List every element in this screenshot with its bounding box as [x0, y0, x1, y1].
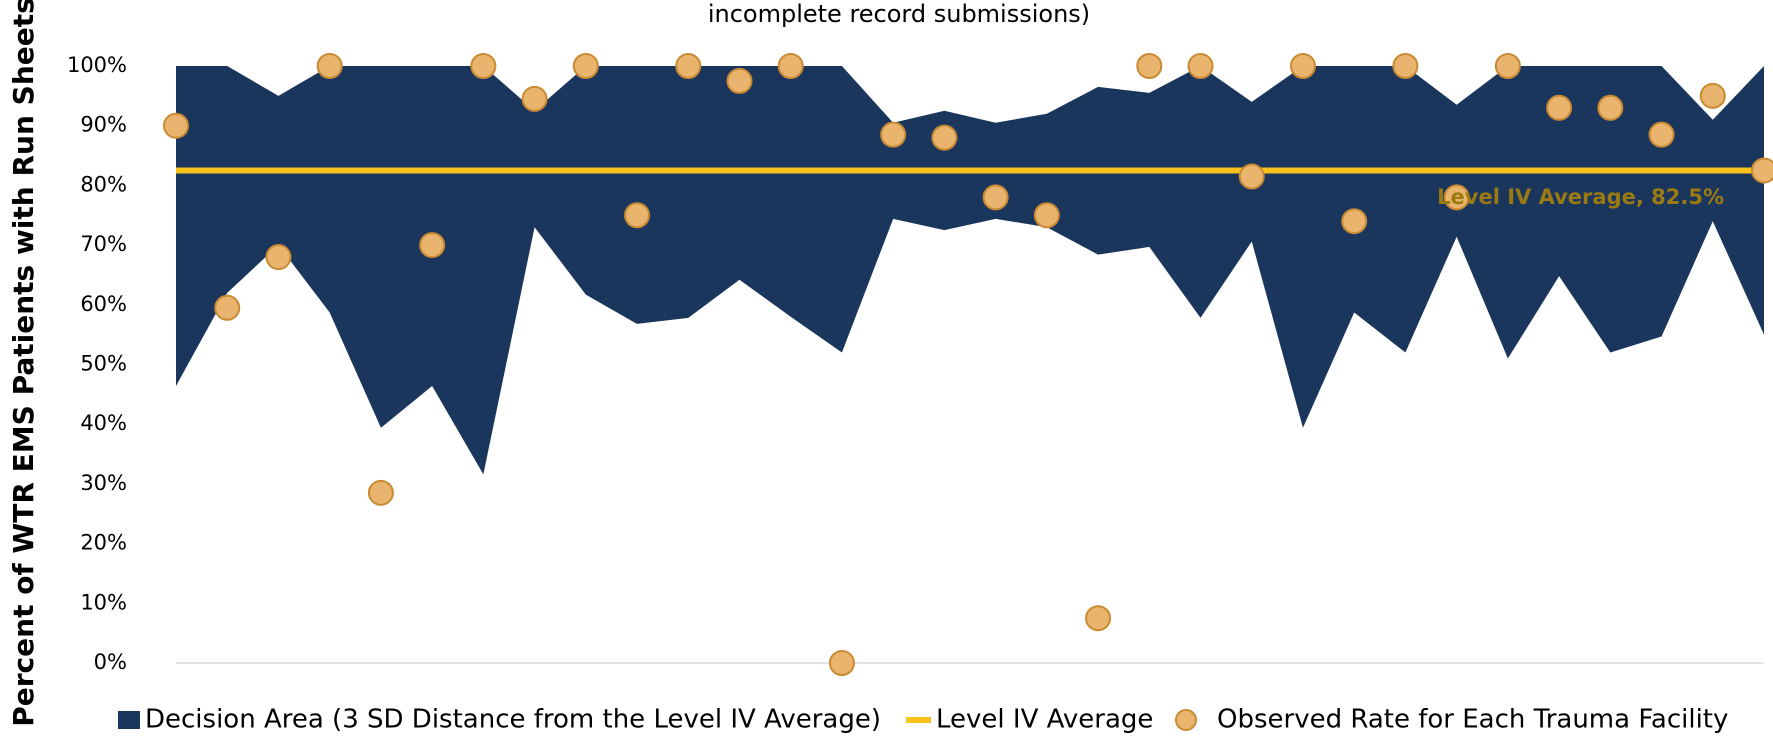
observed-point — [265, 244, 292, 271]
observed-point — [1494, 53, 1521, 79]
observed-point — [1085, 605, 1112, 632]
observed-point — [880, 121, 907, 148]
observed-point — [1648, 121, 1675, 148]
observed-point — [1136, 53, 1163, 79]
observed-point — [1546, 94, 1573, 121]
observed-point — [777, 53, 804, 79]
y-tick-label: 40% — [80, 411, 127, 435]
y-tick-label: 20% — [80, 531, 127, 555]
y-tick-label: 90% — [80, 113, 127, 137]
observed-point — [521, 85, 548, 112]
y-axis-label: Percent of WTR EMS Patients with Run She… — [7, 0, 40, 727]
observed-point — [572, 53, 599, 79]
observed-point — [367, 479, 394, 506]
observed-point — [214, 294, 241, 321]
legend-label: Decision Area (3 SD Distance from the Le… — [145, 705, 881, 735]
legend-label: Observed Rate for Each Trauma Facility — [1217, 705, 1728, 735]
observed-point — [1341, 208, 1368, 235]
observed-point — [1392, 53, 1419, 79]
y-tick-label: 60% — [80, 292, 127, 316]
y-tick-label: 10% — [80, 590, 127, 614]
observed-point — [163, 112, 189, 139]
observed-point — [1751, 157, 1773, 184]
legend-label: Level IV Average — [936, 705, 1153, 735]
observed-point — [1289, 53, 1316, 79]
observed-point — [726, 67, 753, 94]
decision-area — [176, 66, 1764, 475]
y-tick-label: 100% — [67, 53, 127, 77]
legend-swatch — [1175, 709, 1197, 731]
observed-point — [1187, 53, 1214, 79]
observed-point — [982, 184, 1009, 211]
y-tick-label: 0% — [94, 650, 127, 674]
observed-point — [470, 53, 497, 79]
legend-swatch — [118, 711, 140, 729]
observed-point — [931, 124, 958, 151]
observed-point — [675, 53, 702, 79]
observed-point — [828, 650, 855, 676]
observed-point — [624, 202, 651, 229]
observed-point — [1443, 184, 1470, 211]
y-tick-label: 70% — [80, 232, 127, 256]
y-tick-label: 80% — [80, 172, 127, 196]
y-tick-label: 30% — [80, 471, 127, 495]
chart-title: incomplete record submissions) — [708, 0, 1090, 28]
observed-point — [1699, 82, 1726, 109]
observed-point — [316, 53, 343, 79]
observed-point — [1033, 202, 1060, 229]
average-annotation: Level IV Average, 82.5% — [1437, 185, 1724, 209]
observed-point — [1597, 94, 1624, 121]
observed-point — [419, 232, 446, 259]
y-tick-label: 50% — [80, 352, 127, 376]
observed-point — [1238, 163, 1265, 190]
